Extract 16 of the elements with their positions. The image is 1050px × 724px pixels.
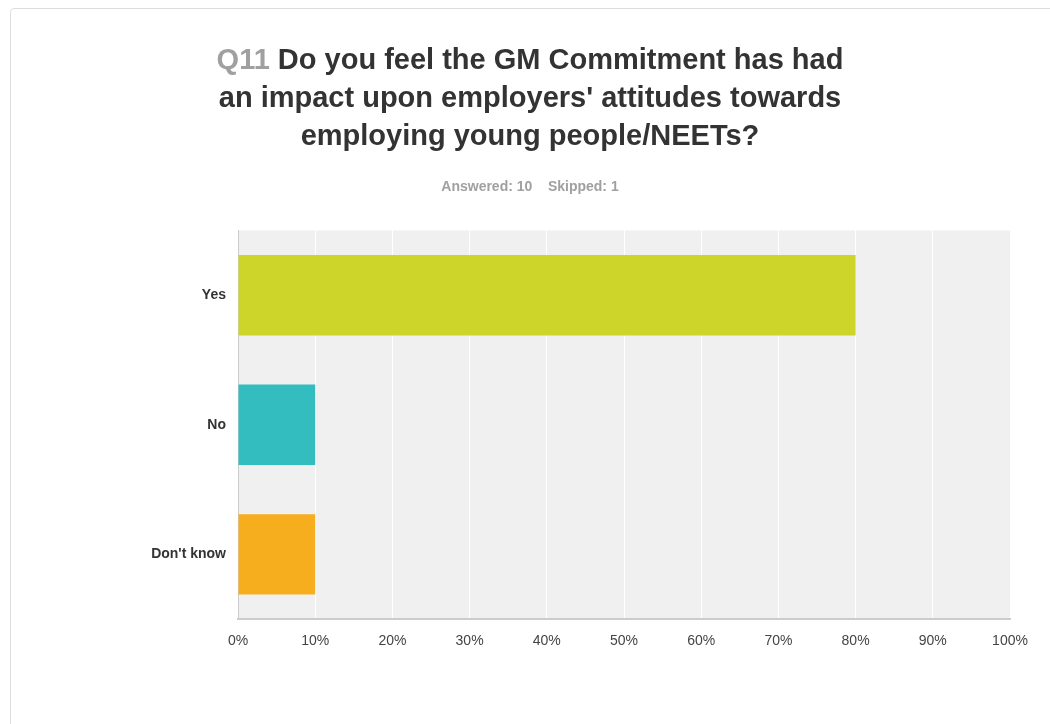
x-tick-label: 60% bbox=[687, 632, 716, 649]
y-tick-label: No bbox=[207, 415, 226, 432]
x-tick-label: 90% bbox=[918, 632, 947, 649]
y-tick-label: Don't know bbox=[151, 545, 227, 562]
x-tick-label: 50% bbox=[609, 632, 639, 649]
x-tick-label: 80% bbox=[841, 632, 870, 649]
x-tick-label: 0% bbox=[227, 632, 249, 649]
chart-title: Q11 Do you feel the GM Commitment has had an impact upon employers' attitudes towards employing young people/NEETs? bbox=[215, 42, 845, 153]
x-tick-label: 100% bbox=[992, 632, 1028, 649]
y-tick-label: Yes bbox=[201, 286, 227, 303]
chart-subtitle: Answered: 10 Skipped: 1 bbox=[440, 178, 620, 194]
x-tick-label: 10% bbox=[301, 632, 330, 649]
x-tick-label: 70% bbox=[764, 632, 793, 649]
x-tick-label: 20% bbox=[378, 632, 407, 649]
x-tick-label: 30% bbox=[455, 632, 484, 649]
x-tick-label: 40% bbox=[532, 632, 561, 649]
